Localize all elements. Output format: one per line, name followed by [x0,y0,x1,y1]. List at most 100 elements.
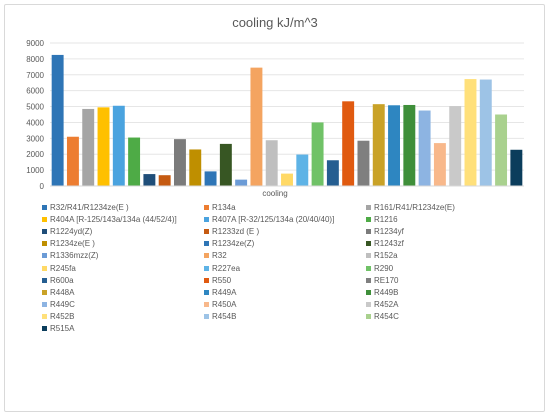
legend-swatch [42,253,47,259]
bar-1 [66,136,79,186]
legend-label: RE170 [374,275,399,285]
legend-swatch [204,277,209,283]
y-tick-label: 3000 [26,134,44,143]
legend-item: R448A [42,287,74,298]
y-axis-ticks: 0 1000 2000 3000 4000 5000 6000 7000 8000 9000 [26,39,44,191]
legend-label: R407A [R-32/125/134a (20/40/40)] [212,215,335,225]
legend-item: R454B [204,311,236,322]
y-tick-label: 8000 [26,55,44,64]
legend-item: R449A [204,287,236,298]
y-tick-label: 7000 [26,71,44,80]
y-tick-label: 1000 [26,166,44,175]
bar-22 [388,105,400,186]
gridlines [50,42,524,171]
legend-label: R450A [212,299,237,309]
bar-4 [112,105,125,186]
bar-8 [174,139,186,186]
legend-item: R449B [366,287,398,298]
legend-label: R245fa [50,263,76,273]
legend-label: R1234ze(E ) [50,239,95,249]
bar-28 [479,79,492,186]
bar-3 [97,107,110,186]
x-axis-label: cooling [262,189,287,198]
legend-label: R1234ze(Z) [212,239,255,249]
legend-swatch [42,205,47,210]
bar-9 [189,149,202,186]
chart-title: cooling kJ/m^3 [232,15,318,30]
legend-item: R404A [R-125/143a/134a (44/52/4)] [42,214,177,225]
y-tick-label: 0 [40,182,45,191]
bar-17 [311,122,324,186]
legend-item: R152a [366,250,398,261]
legend-swatch [204,289,209,295]
legend-item: R1336mzz(Z) [42,250,98,261]
legend-label: R452A [374,299,399,309]
legend-swatch [42,301,47,307]
legend-label: R600a [50,275,74,285]
legend-swatch [42,289,47,295]
bar-15 [281,173,293,186]
legend-swatch [204,313,209,319]
legend-item: R600a [42,275,74,286]
legend-label: R550 [212,275,232,285]
legend-swatch [366,289,371,295]
legend-label: R32/R41/R1234ze(E ) [50,203,129,212]
legend-label: R449A [212,287,237,297]
legend-item: R245fa [42,263,76,274]
legend-item: R1224yd(Z) [42,226,92,237]
legend-swatch [204,265,209,271]
legend-swatch [366,313,371,319]
bar-20 [357,140,370,186]
legend-item: R1234ze(E ) [42,238,95,249]
legend-swatch [204,229,209,235]
legend-label: R290 [374,263,394,273]
legend-item: R452B [42,311,74,322]
bar-29 [495,114,508,186]
y-tick-label: 9000 [26,39,44,48]
bar-25 [433,143,446,186]
legend-swatch [204,217,209,223]
legend-label: R1234yf [374,227,404,237]
legend-swatch [42,277,47,283]
bars [51,54,523,186]
legend-label: R134a [212,203,236,212]
legend-label: R515A [50,324,75,333]
legend-label: R1336mzz(Z) [50,251,99,261]
legend-label: R1224yd(Z) [50,227,93,237]
legend-item: R407A [R-32/125/134a (20/40/40)] [204,214,334,225]
legend-swatch [366,205,371,210]
legend-swatch [204,205,209,210]
bar-6 [143,174,156,186]
legend-swatch [42,326,47,331]
bar-24 [418,110,431,186]
bar-13 [250,67,263,186]
bar-30 [510,149,523,186]
legend-label: R449C [50,299,75,309]
legend-item: R1233zd (E ) [204,226,259,237]
legend-swatch [204,301,209,307]
legend-label: R152a [374,251,398,261]
legend-label: R227ea [212,263,241,273]
legend-label: R452B [50,311,75,321]
legend-swatch [42,313,47,319]
legend-label: R161/R41/R1234ze(E) [374,203,455,212]
legend-label: R404A [R-125/143a/134a (44/52/4)] [50,215,177,225]
bar-21 [372,104,385,186]
legend-label: R448A [50,287,75,297]
legend-item: R161/R41/R1234ze(E) [366,202,455,213]
legend-swatch [42,265,47,271]
legend-label: R454B [212,311,237,321]
legend-item: R227ea [204,263,240,274]
legend-label: R449B [374,287,399,297]
legend-label: R454C [374,311,399,321]
bar-5 [128,137,141,186]
bar-18 [326,160,339,186]
legend-item: R449C [42,299,75,310]
bar-14 [265,140,278,186]
y-tick-label: 2000 [26,150,44,159]
bar-2 [82,108,95,186]
legend-item: R454C [366,311,399,322]
chart-frame [4,4,545,412]
bar-0 [51,54,64,186]
